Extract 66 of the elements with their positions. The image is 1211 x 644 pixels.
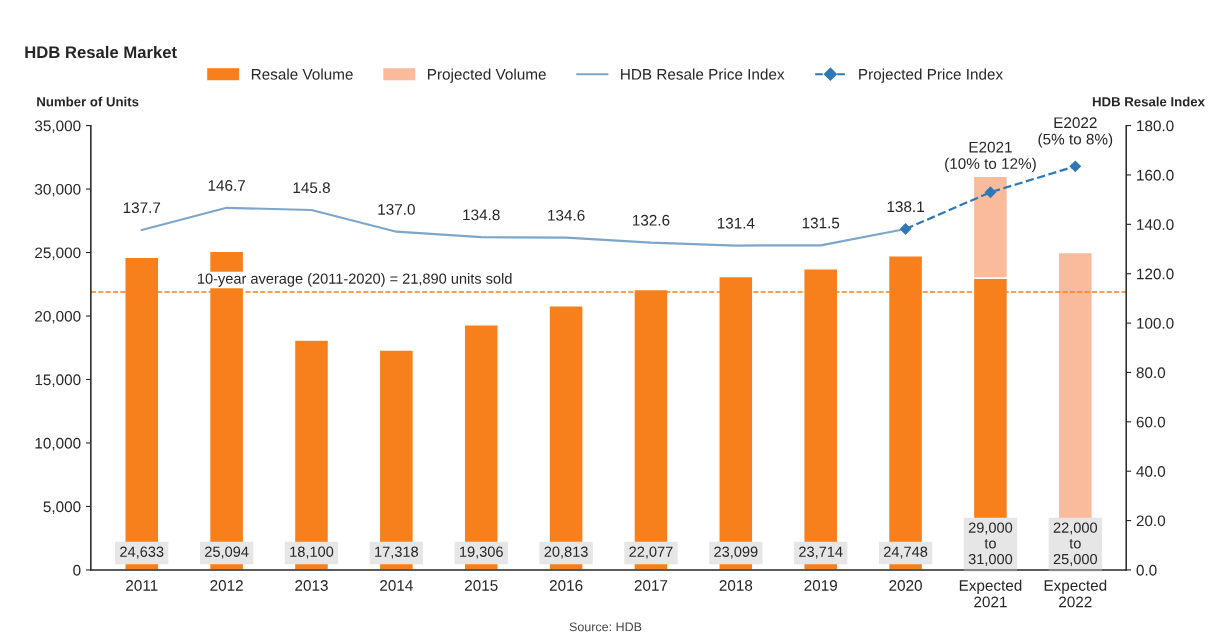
- y-tick-label: 5,000: [43, 501, 81, 514]
- data-label: 132.6: [633, 214, 670, 226]
- data-label: 134.8: [463, 209, 500, 221]
- legend-label: Projected Price Index: [859, 68, 1003, 83]
- data-label: 131.4: [717, 217, 755, 229]
- point: [899, 223, 912, 235]
- data-label: 19,306: [460, 546, 503, 559]
- y2-tick-label: 80.0: [1136, 367, 1166, 379]
- data-label: 137.0: [378, 204, 415, 215]
- y-axis-title: Number of Units: [37, 96, 139, 107]
- x-tick-label: 2019: [804, 580, 837, 591]
- point: [1069, 160, 1081, 172]
- data-label: 18,100: [290, 546, 334, 559]
- chart-title: HDB Resale Market: [25, 45, 177, 59]
- data-label: 146.7: [208, 180, 245, 191]
- data-label: 24,633: [120, 546, 164, 559]
- data-label: 23,714: [799, 546, 843, 559]
- annotation: 29,000 to 31,000: [968, 522, 1013, 566]
- ref-line-label: 10-year average (2011-2020) = 21,890 units sold: [198, 273, 512, 287]
- x-tick-label: 2017: [634, 580, 668, 591]
- annotation: E2021 (10% to 12%): [945, 141, 1036, 173]
- data-label: 131.5: [802, 217, 840, 229]
- data-label: 134.6: [548, 209, 585, 221]
- data-label: 25,094: [205, 546, 249, 559]
- x-tick-label: 2018: [719, 580, 753, 591]
- x-tick-label: Expected 2021: [959, 579, 1022, 608]
- x-tick-label: 2016: [549, 580, 583, 591]
- y-tick-label: 20,000: [35, 310, 81, 324]
- annotation: 22,000 to 25,000: [1053, 522, 1098, 566]
- source-note: Source: HDB: [569, 622, 642, 632]
- x-tick-label: 2015: [465, 580, 498, 591]
- y-tick-label: 35,000: [34, 120, 81, 134]
- y2-tick-label: 100.0: [1137, 317, 1174, 329]
- y2-tick-label: 60.0: [1136, 416, 1166, 428]
- y2-tick-label: 0.0: [1136, 564, 1157, 576]
- data-label: 24,748: [884, 546, 928, 559]
- data-label: 138.1: [887, 201, 924, 213]
- x-tick-label: 2013: [295, 580, 328, 591]
- y2-tick-label: 180.0: [1137, 120, 1174, 132]
- x-tick-label: 2020: [889, 580, 922, 591]
- y2-tick-label: 120.0: [1137, 268, 1174, 280]
- y-tick-label: 15,000: [35, 374, 81, 387]
- data-label: 17,318: [375, 546, 419, 559]
- legend-label: Projected Volume: [428, 68, 546, 83]
- y-tick-label: 25,000: [35, 247, 81, 261]
- y2-tick-label: 20.0: [1136, 515, 1166, 527]
- x-tick-label: 2014: [380, 580, 413, 591]
- x-tick-label: 2011: [126, 580, 158, 591]
- legend-label: HDB Resale Price Index: [621, 68, 785, 80]
- y2-axis-title: HDB Resale Index: [1092, 96, 1205, 107]
- data-label: 23,099: [714, 546, 758, 559]
- data-label: 137.7: [123, 202, 161, 214]
- y-tick-label: 10,000: [35, 437, 81, 451]
- y2-tick-label: 140.0: [1137, 219, 1174, 231]
- point: [984, 186, 997, 198]
- data-label: 145.8: [293, 182, 330, 194]
- y2-tick-label: 40.0: [1136, 466, 1166, 477]
- data-label: 20,813: [544, 546, 588, 559]
- x-tick-label: 2012: [210, 580, 243, 591]
- data-label: 22,077: [629, 546, 673, 559]
- annotation: E2022 (5% to 8%): [1038, 117, 1113, 148]
- x-tick-label: Expected 2022: [1044, 579, 1107, 608]
- y2-tick-label: 160.0: [1137, 169, 1174, 181]
- y-tick-label: 30,000: [34, 183, 81, 197]
- y-tick-label: 0: [73, 564, 81, 576]
- legend-label: Resale Volume: [251, 68, 353, 80]
